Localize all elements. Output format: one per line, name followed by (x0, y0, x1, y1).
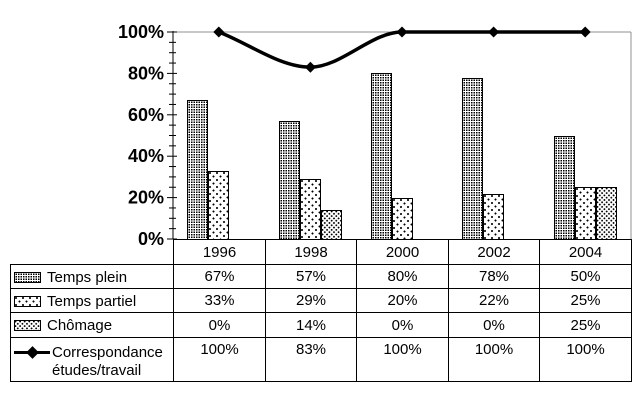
diagonal-dots-swatch-icon (14, 320, 41, 332)
bar-diamond-dots-2000 (391, 197, 413, 240)
table-corner-cell (11, 240, 174, 265)
value-cell-1998: 14% (265, 312, 357, 338)
bar-diagonal-dots-1998 (320, 210, 342, 240)
value-cell-2002: 78% (448, 264, 540, 289)
value-cell-1996: 0% (173, 312, 266, 338)
legend-diamond-icon (26, 346, 39, 359)
bar-dense-dots-1998 (278, 121, 300, 240)
value-cell-2004: 25% (539, 288, 632, 313)
legend-label: Correspondance études/travail (52, 344, 163, 380)
legend-label: Chômage (47, 317, 113, 335)
year-header-2002: 2002 (448, 239, 540, 265)
year-header-2000: 2000 (356, 239, 449, 265)
legend-entry: Chômage (12, 314, 173, 335)
bar-diamond-dots-2002 (483, 193, 505, 240)
diamond-dots-swatch-icon (14, 295, 41, 307)
year-header-2004: 2004 (539, 239, 632, 265)
value-cell-1996: 67% (173, 264, 266, 289)
table-row: Temps plein 67% 57% 80% 78% 50% (10, 264, 632, 289)
value-cell-2002: 22% (448, 288, 540, 313)
legend-cell: Temps partiel (10, 288, 174, 313)
legend-entry: Temps plein (12, 266, 173, 287)
legend-entry: Temps partiel (12, 290, 173, 311)
value-cell-2000: 100% (356, 337, 449, 382)
bar-diagonal-dots-2004 (595, 187, 617, 241)
value-cell-1996: 100% (173, 337, 266, 382)
value-cell-2000: 20% (356, 288, 449, 313)
value-cell-2004: 50% (539, 264, 632, 289)
value-cell-2002: 100% (448, 337, 540, 382)
value-cell-1998: 83% (265, 337, 357, 382)
bar-dense-dots-2000 (370, 73, 392, 240)
value-cell-1996: 33% (173, 288, 266, 313)
legend-entry: Correspondance études/travail (12, 341, 173, 380)
dense-dots-swatch-icon (14, 271, 41, 283)
value-cell-2004: 100% (539, 337, 632, 382)
value-cell-2000: 80% (356, 264, 449, 289)
legend-cell: Chômage (10, 312, 174, 338)
value-cell-1998: 57% (265, 264, 357, 289)
table-row: Chômage 0% 14% 0% 0% 25% (10, 312, 632, 338)
year-header-1998: 1998 (265, 239, 357, 265)
bar-diamond-dots-1998 (299, 179, 321, 240)
value-cell-2000: 0% (356, 312, 449, 338)
chart-data-table: 1996 1998 2000 2002 2004 Temps plein 67% 57% 80%… (10, 239, 632, 382)
legend-label: Temps partiel (47, 292, 137, 310)
value-cell-2004: 25% (539, 312, 632, 338)
bar-dense-dots-2004 (553, 135, 575, 240)
bar-diamond-dots-1996 (208, 170, 230, 240)
year-header-1996: 1996 (173, 239, 266, 265)
legend-label: Temps plein (47, 268, 128, 286)
bar-diamond-dots-2004 (574, 187, 596, 241)
line-diamond-swatch-icon (14, 346, 50, 359)
table-row: Temps partiel 33% 29% 20% 22% 25% (10, 288, 632, 313)
value-cell-2002: 0% (448, 312, 540, 338)
bar-dense-dots-2002 (462, 77, 484, 240)
bar-dense-dots-1996 (187, 100, 209, 240)
table-row: Correspondance études/travail 100% 83% 100%… (10, 337, 632, 382)
legend-cell: Correspondance études/travail (10, 337, 174, 382)
value-cell-1998: 29% (265, 288, 357, 313)
legend-cell: Temps plein (10, 264, 174, 289)
